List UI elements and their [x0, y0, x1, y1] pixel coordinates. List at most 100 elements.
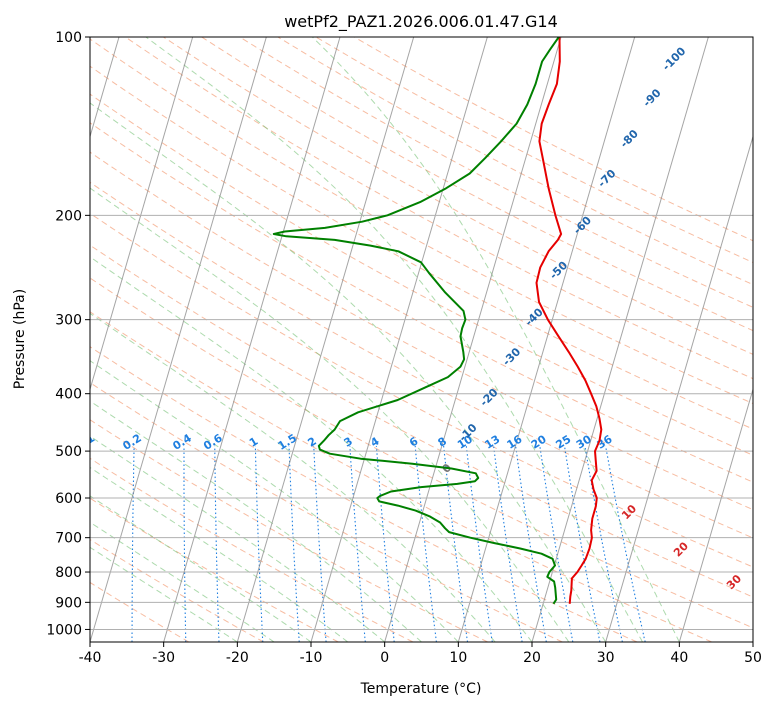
y-tick-label: 100 [55, 30, 82, 46]
mixing-ratio-line [605, 445, 646, 642]
dry-adiabat-line [125, 37, 753, 380]
mixing-ratio-label: 1 [247, 435, 260, 450]
mixing-ratio-label: 13 [482, 433, 502, 452]
isotherm-line [310, 37, 488, 642]
y-axis-label: Pressure (hPa) [12, 289, 28, 389]
x-tick-label: -40 [79, 650, 102, 666]
mixing-ratio-line [183, 445, 187, 642]
x-tick-label: 10 [449, 650, 467, 666]
moist-adiabat-line [90, 521, 275, 642]
mixing-ratio-line [515, 445, 547, 642]
dry-adiabat-line [90, 151, 753, 511]
moist-adiabat-line [90, 466, 349, 642]
dry-adiabat-line [90, 122, 753, 483]
dry-adiabat-label: -80 [618, 127, 641, 150]
moist-adiabat-line [145, 37, 643, 642]
mixing-ratio-label: 36 [595, 432, 615, 451]
mixing-ratio-line [443, 445, 469, 642]
dry-adiabat-line [90, 244, 753, 598]
moist-adiabat-line [90, 102, 607, 642]
dry-adiabat-line [90, 457, 414, 642]
dry-adiabat-line [90, 581, 190, 642]
mixing-ratio-line [349, 445, 366, 642]
dry-adiabat-line [90, 93, 753, 456]
mixing-ratio-label: 0.1 [74, 431, 97, 452]
isotherm-line [384, 37, 562, 642]
moist-adiabat-line [90, 546, 238, 642]
x-tick-label: -10 [300, 650, 323, 666]
mixing-ratio-line [214, 445, 220, 642]
mixing-ratio-label: 3 [342, 435, 355, 450]
isotherm-line [457, 37, 636, 642]
isotherm-line [752, 640, 753, 642]
y-tick-label: 500 [55, 444, 82, 460]
mixing-ratio-line [465, 445, 493, 642]
moist-adiabat-line [90, 495, 312, 642]
dry-adiabat-line [353, 37, 753, 242]
dry-adiabat-label: 10 [619, 502, 639, 522]
dry-adiabat-label: -30 [500, 345, 523, 368]
y-tick-label: 700 [55, 531, 82, 547]
dry-adiabat-line [90, 181, 753, 539]
isotherm-line [90, 37, 194, 392]
dry-adiabat-label: -90 [640, 86, 663, 109]
moist-adiabat-line [90, 400, 422, 642]
moist-adiabat-line [90, 256, 533, 642]
mixing-ratio-label: 20 [529, 432, 549, 451]
dry-adiabat-label: -100 [660, 44, 689, 73]
x-tick-label: -20 [226, 650, 249, 666]
dry-adiabat-line [90, 38, 753, 405]
dry-adiabat-label: -60 [571, 214, 594, 237]
x-tick-label: 30 [597, 650, 615, 666]
mixing-ratio-line [539, 445, 574, 642]
dry-adiabat-line [90, 311, 712, 642]
y-tick-label: 400 [55, 387, 82, 403]
dry-adiabat-line [90, 419, 488, 642]
x-axis-label: Temperature (°C) [360, 681, 482, 697]
x-tick-label: 50 [744, 650, 762, 666]
dry-adiabat-line [90, 346, 638, 642]
dewpoint-line [272, 37, 560, 605]
isotherm-line [90, 37, 267, 642]
mixing-ratio-label: 8 [436, 435, 449, 450]
mixing-ratio-label: 0.4 [170, 431, 194, 453]
y-tick-label: 900 [55, 595, 82, 611]
y-tick-label: 200 [55, 208, 82, 224]
dry-adiabat-line [90, 277, 753, 629]
mixing-ratio-label: 6 [407, 434, 421, 449]
dry-adiabat-line [90, 538, 264, 642]
moist-adiabat-line [90, 187, 570, 642]
isotherm-line [531, 37, 709, 642]
mixing-ratio-line [254, 445, 264, 642]
x-tick-label: 0 [380, 650, 389, 666]
mixing-ratio-line [288, 445, 300, 642]
mixing-ratio-line [375, 445, 395, 642]
dry-adiabat-line [90, 497, 339, 642]
moist-adiabat-line [90, 312, 496, 642]
mixing-ratio-label: 1.5 [276, 431, 299, 452]
mixing-ratio-label: 16 [505, 432, 525, 451]
dry-adiabat-label: -50 [547, 258, 570, 281]
chart-title: wetPf2_PAZ1.2026.006.01.47.G14 [284, 12, 558, 32]
mixing-ratio-label: 4 [368, 434, 382, 449]
plot-frame [89, 36, 754, 643]
dry-adiabat-label: -70 [595, 167, 618, 190]
dry-adiabat-line [277, 37, 753, 286]
x-tick-label: 40 [670, 650, 688, 666]
y-tick-label: 300 [55, 313, 82, 329]
x-tick-label: 20 [523, 650, 541, 666]
mixing-ratio-line [82, 446, 88, 642]
dry-adiabat-label: 30 [724, 572, 744, 592]
moist-adiabat-line [90, 435, 386, 642]
mixing-ratio-label: 2 [305, 435, 318, 450]
mixing-ratio-line [414, 445, 437, 642]
x-tick-label: -30 [152, 650, 175, 666]
dry-adiabat-line [239, 37, 753, 308]
moist-adiabat-line [90, 360, 459, 642]
dry-adiabat-line [90, 65, 753, 430]
y-tick-label: 1000 [46, 622, 82, 638]
mixing-ratio-line [131, 445, 135, 642]
moist-adiabat-line [311, 37, 680, 642]
